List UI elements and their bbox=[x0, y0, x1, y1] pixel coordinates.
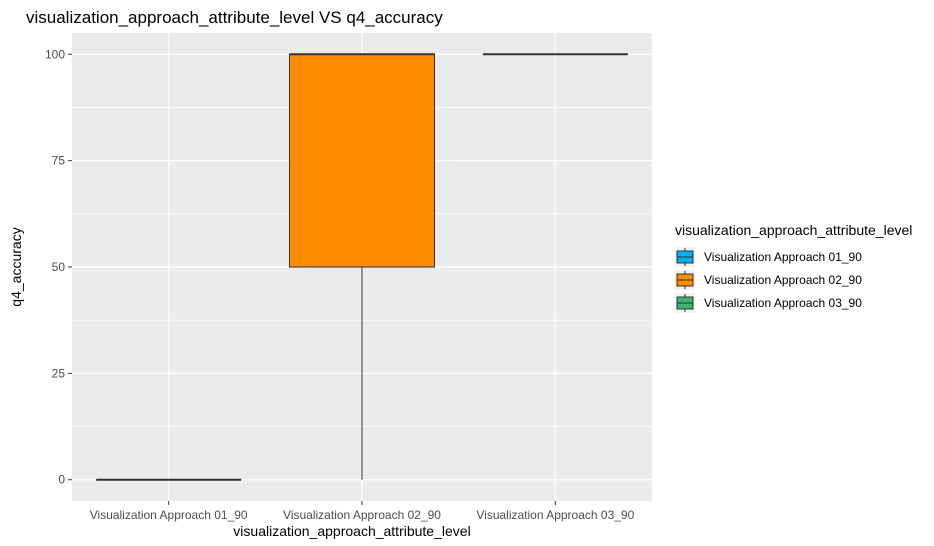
box-body bbox=[289, 53, 435, 268]
y-axis-title: q4_accuracy bbox=[8, 227, 24, 306]
legend-label: Visualization Approach 03_90 bbox=[704, 296, 862, 310]
chart-title: visualization_approach_attribute_level V… bbox=[26, 8, 443, 27]
x-axis-title: visualization_approach_attribute_level bbox=[233, 523, 470, 539]
legend-item: Visualization Approach 02_90 bbox=[675, 270, 862, 290]
boxes-group bbox=[96, 53, 628, 481]
y-tick-label: 25 bbox=[52, 366, 66, 380]
y-tick-label: 50 bbox=[52, 260, 66, 274]
y-axis: 0 25 50 75 100 bbox=[45, 47, 72, 487]
y-tick-label: 75 bbox=[52, 154, 66, 168]
legend-label: Visualization Approach 01_90 bbox=[704, 250, 862, 264]
legend: visualization_approach_attribute_level V… bbox=[675, 222, 912, 313]
x-axis: Visualization Approach 01_90 Visualizatio… bbox=[90, 501, 635, 522]
y-tick-label: 0 bbox=[58, 473, 65, 487]
box-2 bbox=[289, 53, 435, 480]
x-tick-label: Visualization Approach 01_90 bbox=[90, 508, 248, 522]
legend-title: visualization_approach_attribute_level bbox=[675, 222, 912, 238]
legend-item: Visualization Approach 03_90 bbox=[675, 293, 862, 313]
legend-label: Visualization Approach 02_90 bbox=[704, 273, 862, 287]
x-tick-label: Visualization Approach 02_90 bbox=[283, 508, 441, 522]
legend-item: Visualization Approach 01_90 bbox=[675, 247, 862, 267]
y-tick-label: 100 bbox=[45, 47, 65, 61]
x-tick-label: Visualization Approach 03_90 bbox=[476, 508, 634, 522]
